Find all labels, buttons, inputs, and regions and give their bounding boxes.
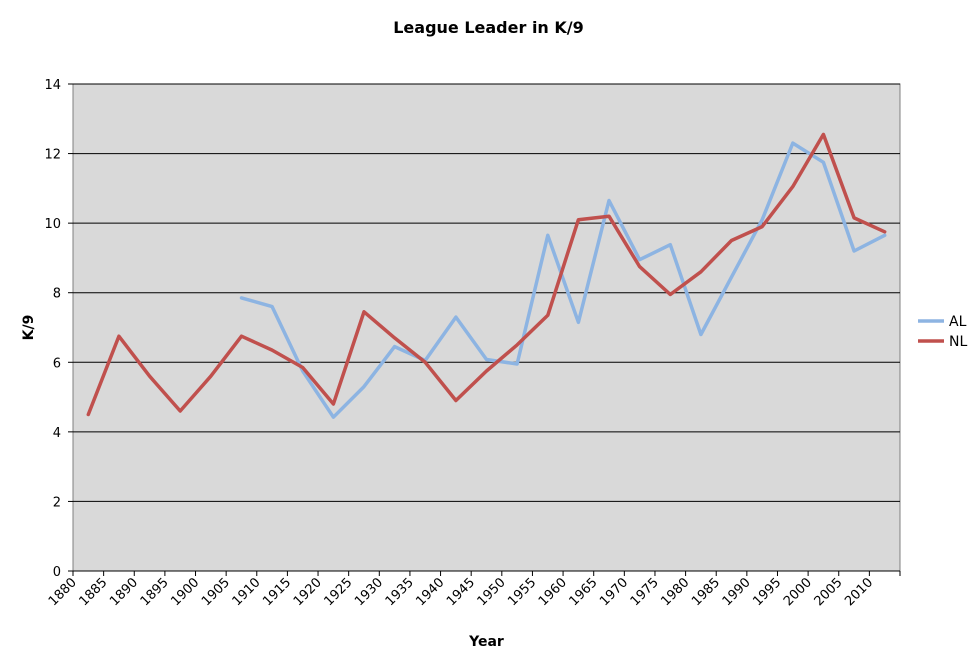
x-tick-label: 1965 — [567, 575, 601, 609]
gridlines — [73, 83, 900, 572]
x-axis-title: Year — [468, 634, 504, 650]
x-tick-label: 1950 — [475, 575, 509, 609]
x-tick-label: 2000 — [781, 575, 815, 609]
x-tick-label: 1970 — [597, 575, 631, 609]
x-tick-label: 1975 — [628, 575, 662, 609]
x-tick-label: 1895 — [138, 575, 172, 609]
y-tick-label: 2 — [53, 495, 61, 510]
legend-label-al: AL — [949, 314, 967, 330]
x-tick-label: 1980 — [658, 575, 692, 609]
series-line-al — [239, 141, 887, 419]
chart-title: League Leader in K/9 — [393, 18, 584, 37]
series-line-nl — [86, 132, 887, 417]
y-tick-label: 4 — [53, 426, 61, 441]
x-tick-label: 2010 — [842, 575, 876, 609]
x-tick-label: 1955 — [505, 575, 539, 609]
x-tick-label: 1935 — [383, 575, 417, 609]
y-tick-label: 6 — [53, 356, 61, 371]
legend-label-nl: NL — [949, 334, 967, 350]
y-axis: 0 2 4 6 8 10 12 14 — [44, 78, 73, 580]
x-tick-label: 1960 — [536, 575, 570, 609]
x-tick-label: 1985 — [689, 575, 723, 609]
x-tick-label: 1915 — [260, 575, 294, 609]
y-axis-title: K/9 — [21, 315, 37, 341]
plot-area — [72, 83, 901, 572]
x-tick-label: 1945 — [444, 575, 478, 609]
x-tick-label: 1940 — [413, 575, 447, 609]
x-tick-label: 1880 — [46, 575, 80, 609]
y-tick-label: 10 — [44, 217, 61, 232]
x-tick-label: 1885 — [76, 575, 110, 609]
x-tick-label: 1990 — [720, 575, 754, 609]
x-tick-label: 1905 — [199, 575, 233, 609]
x-tick-label: 1995 — [750, 575, 784, 609]
x-axis: 1880188518901895190019051910191519201925… — [46, 571, 901, 609]
x-tick-label: 1900 — [168, 575, 202, 609]
y-tick-label: 0 — [53, 565, 61, 580]
y-tick-label: 12 — [44, 148, 61, 163]
y-tick-label: 14 — [44, 78, 61, 93]
x-tick-label: 1930 — [352, 575, 386, 609]
y-tick-label: 8 — [53, 287, 61, 302]
x-tick-label: 1925 — [321, 575, 355, 609]
x-tick-label: 1890 — [107, 575, 141, 609]
x-tick-label: 2005 — [812, 575, 846, 609]
x-tick-label: 1910 — [230, 575, 264, 609]
x-tick-label: 1920 — [291, 575, 325, 609]
legend: AL NL — [918, 314, 967, 350]
series-lines — [86, 132, 887, 419]
